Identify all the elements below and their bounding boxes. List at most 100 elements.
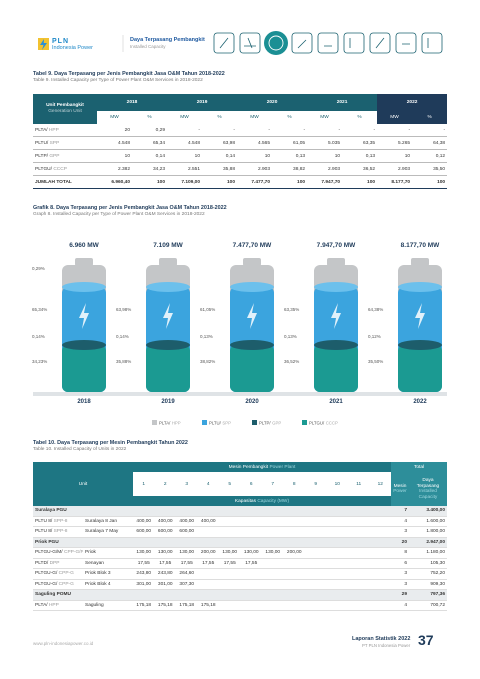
- legend-label: PLTP/GPP: [259, 421, 281, 426]
- label-en: Power Plant: [269, 464, 296, 470]
- group-row: Saguling POMU 29 797,36: [33, 589, 448, 601]
- unit-code: PLTA/ HPP: [33, 600, 83, 611]
- cell: [262, 579, 284, 590]
- col-header: 5: [219, 472, 241, 496]
- battery-bolt: [415, 303, 425, 329]
- cell: 35,50: [412, 162, 448, 176]
- unit-header: Unit: [33, 462, 133, 506]
- total-cell: 100: [132, 175, 168, 189]
- unit-machines: 3: [391, 579, 409, 590]
- col-header: 3: [176, 472, 198, 496]
- unit-capacity: 1.800,00: [409, 526, 448, 538]
- cell: 2.903: [307, 162, 343, 176]
- header-row: Unit Pembangkit Generation Unit 2018 2019 20…: [33, 94, 448, 124]
- legend-label: PLTU/SPP: [209, 421, 231, 426]
- table9-subtitle: Table 9. Installed Capacity per Type of …: [33, 78, 203, 83]
- battery-mid-top: [230, 282, 274, 292]
- graph8-subtitle: Graph 8. Installed Capacity per Type of …: [33, 212, 205, 217]
- table10-subtitle: Table 10. Installed Capacity of Units in…: [33, 447, 127, 452]
- table10: Unit Mesin Pembangkit Power Plant Total 1 2 3…: [33, 462, 448, 611]
- cell: 264,60: [176, 568, 198, 580]
- unit-row: PLTU 8/ SPP-8 Suralaya 7 May 600,00 600,00 6…: [33, 526, 448, 538]
- segment-label: 64,38%: [368, 307, 383, 312]
- total-label: 7.477,70 MW: [233, 242, 273, 249]
- cell: [197, 526, 219, 538]
- label-en: CCCP: [53, 166, 67, 172]
- pct-header: %: [412, 111, 448, 124]
- footer-url: www.pln-indonesiapower.co.id: [33, 641, 94, 646]
- cell: [283, 558, 305, 569]
- mw-header: MW: [307, 111, 343, 124]
- total-label: 8.177,70 MW: [401, 242, 441, 249]
- unit-location: Senayan: [83, 558, 133, 569]
- group-row: Priok PGU 20 2.947,00: [33, 537, 448, 548]
- cell: 61,05: [272, 136, 308, 150]
- total-cell: 100: [272, 175, 308, 189]
- cell: [262, 516, 284, 527]
- cell: [219, 579, 241, 590]
- col-header: 9: [305, 472, 327, 496]
- cell: 35,88: [202, 162, 238, 176]
- axis-band: [33, 392, 447, 396]
- battery-cap: [243, 258, 261, 266]
- cell: 400,00: [176, 516, 198, 527]
- total-label: 7.109 MW: [153, 242, 183, 249]
- battery-bottom-top: [146, 340, 190, 350]
- table9: Unit Pembangkit Generation Unit 2018 2019 20…: [33, 94, 448, 189]
- cell: [348, 516, 370, 527]
- cell: -: [307, 124, 343, 137]
- cell: 5.035: [307, 136, 343, 150]
- battery-mid-top: [314, 282, 358, 292]
- group-label: Saguling POMU: [33, 589, 391, 601]
- cell: 10: [237, 149, 273, 163]
- total-cell: 6.960,40: [97, 175, 132, 189]
- legend-text-en: GPP: [272, 421, 281, 426]
- group-label: Priok PGU: [33, 537, 391, 548]
- legend-text: PLTA/: [159, 421, 171, 426]
- segment-label: 63,35%: [284, 307, 299, 312]
- cell: 36,52: [342, 162, 378, 176]
- label: PLTGU-G/M/: [35, 550, 63, 556]
- cell: 175,18: [154, 600, 176, 611]
- unit-header: Unit Pembangkit Generation Unit: [33, 94, 97, 124]
- group-label: Suralaya PGU: [33, 506, 391, 517]
- unit-code: PLTGU-G/ CPP-G: [33, 568, 83, 580]
- cell: 17,55: [154, 558, 176, 569]
- graph8: 6.960 MW 2018 0,29% 65,34% 0,14% 34,23% 7.109 …: [32, 242, 447, 426]
- group-capacity: 3.400,00: [409, 506, 448, 517]
- legend-label: PLTA/HPP: [159, 421, 181, 426]
- cell: 0,13: [272, 149, 308, 163]
- cell: [305, 579, 327, 590]
- total-cell: 100: [412, 175, 448, 189]
- cell: 0,14: [132, 149, 168, 163]
- unit-location: Suralaya 8 Jan: [83, 516, 133, 527]
- cell: [326, 526, 348, 538]
- cell: [240, 526, 262, 538]
- year-label: 2018: [77, 399, 91, 405]
- cell: [219, 516, 241, 527]
- total-cell: 8.177,70: [377, 175, 413, 189]
- cell: [262, 558, 284, 569]
- row-label: PLTP/ GPP: [33, 149, 97, 163]
- cell: [369, 558, 391, 569]
- year-label: 2022: [413, 399, 427, 405]
- header: PLN Indonesia Power Daya Terpasang Pemba…: [0, 0, 480, 62]
- cell: 4.548: [167, 136, 203, 150]
- segment-label: 36,52%: [284, 359, 299, 364]
- cell: [262, 526, 284, 538]
- segment-label: 0,29%: [32, 266, 45, 271]
- row-label: PLTGU/ CCCP: [33, 162, 97, 176]
- cell: 2.382: [97, 162, 132, 176]
- cell: -: [412, 124, 448, 137]
- cell: 17,55: [197, 558, 219, 569]
- battery-bolt: [79, 303, 89, 329]
- col-header: 11: [348, 472, 370, 496]
- cell: [348, 558, 370, 569]
- cell: 130,00: [133, 547, 155, 559]
- cell: -: [342, 124, 378, 137]
- brand: PLN: [52, 38, 69, 45]
- legend-text-en: HPP: [172, 421, 181, 426]
- cell: 600,00: [176, 526, 198, 538]
- segment-label: 35,50%: [368, 359, 383, 364]
- label-en: GPP: [49, 153, 60, 159]
